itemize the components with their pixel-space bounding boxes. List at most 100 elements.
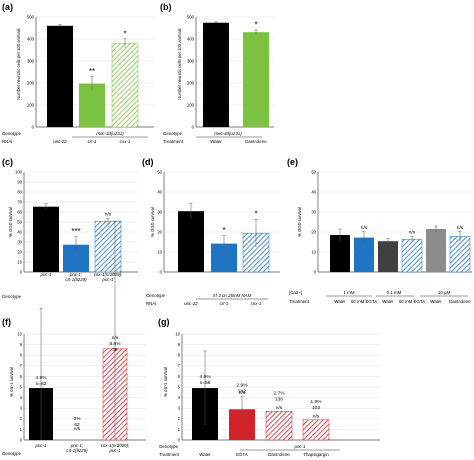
panel-g-category-label: Dantrolene (268, 452, 290, 457)
panel-e-row-label-0: [Ca2+] (289, 290, 302, 295)
panel-b-ytick-label: 100 (187, 102, 195, 107)
panel-a-row-label-0: Genotype (2, 131, 22, 136)
panel-e-bar (354, 237, 374, 272)
panel-e-category-label: 50 mM EGTA (399, 299, 425, 304)
panel-c-category-label: cnx-1(nr2009); pnc-1 (94, 272, 123, 282)
panel-a-ytick-label: 400 (27, 36, 35, 41)
panel-e-row-label-1: Treatment (289, 299, 310, 304)
panel-b-ytick-label: 300 (187, 58, 195, 63)
panel-a-significance: * (123, 29, 126, 38)
panel-d-category-label: unc-22 (184, 301, 198, 306)
panel-g-n-label: 103 (312, 405, 320, 411)
panel-g-bar (265, 411, 293, 441)
panel-e-ytick-label: 30 (311, 209, 316, 214)
panel-a-bar (47, 25, 73, 127)
panel-c-ytick-label: 90 (17, 179, 22, 184)
panel-f-ytick-label: 3 (20, 406, 23, 411)
panel-a-significance: ** (89, 67, 95, 76)
panel-g-value-label: 2.7% (274, 390, 286, 396)
panel-a-category-label: cnx-1 (120, 139, 131, 144)
panel-a-bar (111, 42, 139, 128)
panel-e-ytick-label: 40 (311, 189, 316, 194)
panel-f-label: (f) (2, 317, 11, 327)
panel-g-value-label: 1.9% (311, 399, 323, 405)
panel-b-ytick-label: 400 (187, 36, 195, 41)
panel-g-plot: 0 1 2 3 4 5 6 7 8 9 10 4.9%n=58 Water n/s 2.9%142 EGTA n… (175, 331, 380, 457)
panel-f-n-label: 38 (112, 347, 118, 353)
panel-d-label: (d) (142, 157, 154, 167)
panel-f-n-label: 62 (74, 422, 80, 428)
panel-b-ylabel: Number neurotic cells per 100 animals (177, 28, 182, 99)
panel-a-label: (a) (2, 2, 13, 12)
panel-g-value-label: 2.9% (237, 382, 249, 388)
panel-c-ytick-label: 20 (17, 249, 22, 254)
panel-e-category-label: Water (430, 299, 442, 304)
panel-a-bar (79, 83, 105, 127)
panel-e-group-label-2: 10 μM (438, 290, 451, 295)
panel-g-ytick-label: 6 (178, 374, 181, 379)
panel-g-n-label: 142 (238, 388, 246, 394)
panel-e-bar (401, 238, 423, 273)
panel-g-ylabel: % osr-1 survival (163, 367, 168, 397)
panel-g-category-label: Thapsigargin (303, 452, 329, 457)
panel-b-row-label-1: Treatment (163, 139, 184, 144)
panel-b-header-span: mec-4d(u231) (214, 131, 242, 136)
panel-d-category-label: cnx-1 (251, 301, 262, 306)
panel-b-bar (243, 32, 269, 127)
panel-e-group-label-0: 1 mM (344, 290, 355, 295)
panel-b-plot: 0 100 200 300 400 500 Water * Dantrolene (187, 14, 274, 144)
panel-f-n-label: n=82 (36, 381, 47, 387)
panel-g-significance: n/s (313, 413, 320, 419)
panel-d-ytick-label: 0 (160, 269, 163, 274)
panel-g-ytick-label: 2 (178, 416, 181, 421)
panel-f-ytick-label: 6 (20, 374, 23, 379)
panel-c-ytick-label: 60 (17, 209, 22, 214)
panel-f-ytick-label: 8 (20, 353, 23, 358)
panel-f-ytick-label: 2 (20, 416, 23, 421)
panel-a-category-label: unc-22 (53, 139, 67, 144)
panel-c-significance: *** (71, 227, 80, 236)
panel-g-category-label: EGTA (236, 452, 248, 457)
panel-e-bar (449, 236, 471, 273)
panel-d-significance: * (254, 210, 257, 219)
panel-a-ytick-label: 300 (27, 58, 35, 63)
panel-g-ytick-label: 7 (178, 363, 181, 368)
panel-g-ytick-label: 4 (178, 395, 181, 400)
panel-f-category-label: pnc-1; crt-1(bz29) (66, 443, 88, 453)
panel-c-significance: n/s (105, 212, 112, 218)
panel-d-plot: 0 10 20 30 40 50 unc-22 * crt-1 * cnx-1 (157, 169, 280, 306)
panel-b-row-label-0: Genotype (163, 131, 183, 136)
panel-f-plot: 0 1 2 3 4 5 6 7 8 9 10 4.9%n=82 pnc-1 n/s 0%62 pnc-1; cr… (17, 221, 146, 453)
panel-g-ytick-label: 3 (178, 406, 181, 411)
panel-c-plot: 0 10 20 30 40 50 60 70 80 90 100 pnc-1 *** pnc-1; crt-… (15, 169, 138, 282)
panel-e-category-label: Water (382, 299, 394, 304)
panel-b-ytick-label: 0 (192, 124, 195, 129)
panel-e-ytick-label: 20 (311, 229, 316, 234)
panel-c-row-label-0: Genotype (2, 294, 22, 299)
panel-a-ylabel: Number neurotic cells per 100 animals (16, 28, 21, 99)
panel-d-header-span: rrf-3 on 25mM NAM (213, 293, 252, 298)
panel-b-ytick-label: 500 (187, 14, 195, 19)
panel-f-ytick-label: 4 (20, 395, 23, 400)
panel-d-row-label-0: Genotype (146, 293, 166, 298)
panel-d-ytick-label: 40 (157, 189, 162, 194)
panel-f-ytick-label: 1 (20, 427, 23, 432)
panel-g-value-label: 4.9% (200, 374, 212, 380)
panel-a-row-label-1: RNAi (2, 139, 12, 144)
panel-b-label: (b) (160, 2, 172, 12)
panel-f-value-label: 8.6% (110, 341, 122, 347)
panel-g-ytick-label: 9 (178, 342, 181, 347)
panel-d-ytick-label: 30 (157, 209, 162, 214)
panel-c-category-label: pnc-1 (40, 272, 53, 277)
panel-a-ytick-label: 200 (27, 80, 35, 85)
panel-e-ytick-label: 50 (311, 169, 316, 174)
panel-g-bar (302, 419, 330, 441)
panel-d-row-label-1: RNAi (146, 301, 156, 306)
panel-e-group-label-1: 0.1 mM (387, 290, 402, 295)
panel-g-significance: n/s (239, 390, 246, 396)
panel-e-category-label: Dantrolene (449, 299, 471, 304)
panel-c-ytick-label: 0 (20, 269, 23, 274)
panel-a-ytick-label: 500 (27, 14, 35, 19)
panel-e-bar (426, 229, 446, 272)
